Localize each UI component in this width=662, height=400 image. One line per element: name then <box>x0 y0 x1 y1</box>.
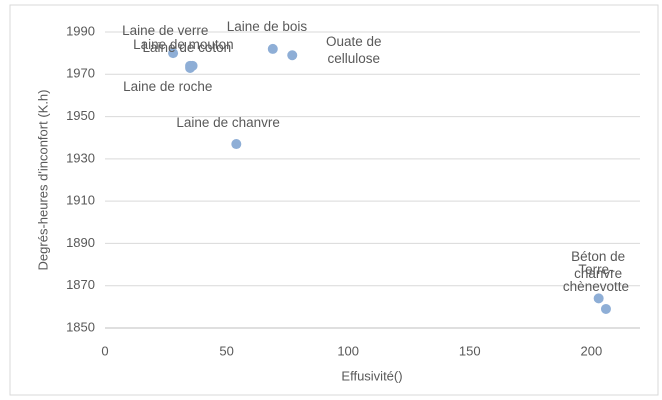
point-label: Laine de verre <box>122 23 209 39</box>
point <box>168 48 179 59</box>
point-label: Laine de chanvre <box>176 115 280 131</box>
point <box>267 43 278 54</box>
x-axis-title: Effusivité() <box>341 368 402 383</box>
point <box>600 303 611 314</box>
point <box>185 62 196 73</box>
point <box>287 50 298 61</box>
chart-border <box>9 4 659 396</box>
point-label: Laine de mouton <box>133 36 234 52</box>
x-tick-label: 100 <box>337 343 359 358</box>
point <box>593 293 604 304</box>
x-tick-label: 0 <box>101 343 108 358</box>
y-tick-label: 1910 <box>66 193 95 208</box>
point-label: Béton de chanvre <box>571 249 626 282</box>
y-tick-label: 1930 <box>66 150 95 165</box>
x-tick-label: 200 <box>581 343 603 358</box>
point-label: Laine de roche <box>123 78 213 94</box>
y-tick-label: 1950 <box>66 108 95 123</box>
x-tick-label: 150 <box>459 343 481 358</box>
point-label: Laine de bois <box>226 18 308 34</box>
y-tick-label: 1970 <box>66 66 95 81</box>
y-tick-label: 1890 <box>66 235 95 250</box>
point-label: Terre-chènevotte <box>562 261 629 294</box>
point-label: Ouate de cellulose <box>325 34 382 67</box>
y-tick-label: 1870 <box>66 277 95 292</box>
y-tick-label: 1990 <box>66 23 95 38</box>
point-label: Laine de coton <box>142 39 232 55</box>
y-axis-title: Degrés-heures d'inconfort (K.h) <box>35 90 50 271</box>
x-tick-label: 50 <box>219 343 233 358</box>
point <box>231 139 242 150</box>
y-tick-label: 1850 <box>66 319 95 334</box>
